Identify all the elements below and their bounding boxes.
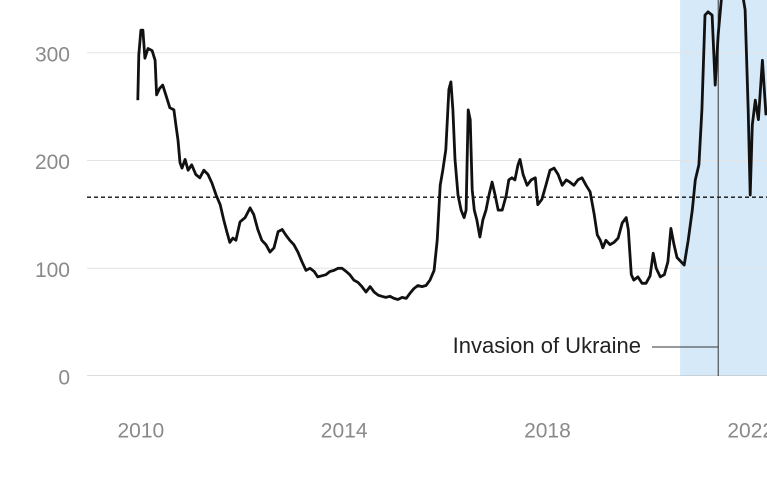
- y-tick-label: 300: [35, 43, 70, 66]
- x-tick-label: 2022: [727, 420, 767, 443]
- x-tick-label: 2018: [524, 420, 571, 443]
- annotation-text: Invasion of Ukraine: [453, 333, 641, 358]
- x-tick-label: 2014: [321, 420, 368, 443]
- y-tick-label: 200: [35, 151, 70, 174]
- x-tick-label: 2010: [118, 420, 165, 443]
- plot-area: [87, 0, 767, 376]
- y-tick-label: 100: [35, 259, 70, 282]
- data-line: [136, 0, 767, 301]
- y-tick-label: 0: [58, 367, 70, 390]
